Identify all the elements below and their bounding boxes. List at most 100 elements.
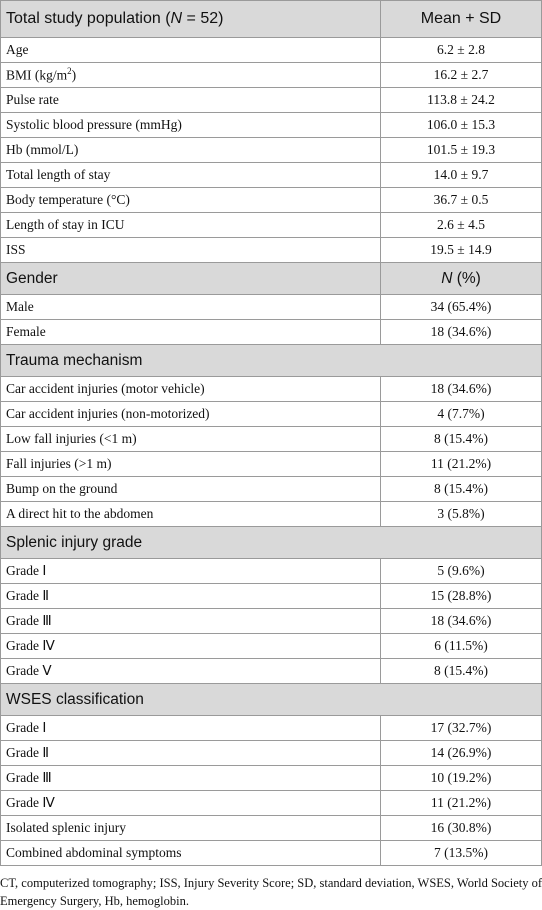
data-row: Length of stay in ICU 2.6 ± 4.5: [0, 212, 542, 238]
label-text: BMI (kg/m: [6, 67, 68, 83]
row-label: Grade Ⅲ: [0, 765, 381, 791]
data-row: ISS 19.5 ± 14.9: [0, 237, 542, 263]
section-title: WSES classification: [0, 683, 542, 716]
row-value: 8 (15.4%): [380, 658, 542, 684]
data-row: Total length of stay 14.0 ± 9.7: [0, 162, 542, 188]
row-label: Body temperature (°C): [0, 187, 381, 213]
column-header: Mean + SD: [380, 0, 542, 38]
row-value: 2.6 ± 4.5: [380, 212, 542, 238]
data-row: Car accident injuries (non-motorized) 4 (…: [0, 401, 542, 427]
data-row: Low fall injuries (<1 m) 8 (15.4%): [0, 426, 542, 452]
row-value: 18 (34.6%): [380, 376, 542, 402]
data-row: Pulse rate 113.8 ± 24.2: [0, 87, 542, 113]
data-row: Grade Ⅱ 15 (28.8%): [0, 583, 542, 609]
row-label: Low fall injuries (<1 m): [0, 426, 381, 452]
row-value: 101.5 ± 19.3: [380, 137, 542, 163]
section-row: Trauma mechanism: [0, 344, 542, 377]
row-value: 14.0 ± 9.7: [380, 162, 542, 188]
row-label: Grade Ⅳ: [0, 790, 381, 816]
row-value: 10 (19.2%): [380, 765, 542, 791]
data-row: Hb (mmol/L) 101.5 ± 19.3: [0, 137, 542, 163]
data-row: Car accident injuries (motor vehicle) 18 …: [0, 376, 542, 402]
data-row: Grade Ⅰ 17 (32.7%): [0, 715, 542, 741]
row-label: Age: [0, 37, 381, 63]
row-label: Car accident injuries (non-motorized): [0, 401, 381, 427]
row-value: 8 (15.4%): [380, 476, 542, 502]
row-label: Grade Ⅲ: [0, 608, 381, 634]
data-row: Grade Ⅲ 18 (34.6%): [0, 608, 542, 634]
data-row: Age 6.2 ± 2.8: [0, 37, 542, 63]
row-label: Grade Ⅰ: [0, 715, 381, 741]
data-row: Isolated splenic injury 16 (30.8%): [0, 815, 542, 841]
data-row: Fall injuries (>1 m) 11 (21.2%): [0, 451, 542, 477]
row-label: Grade Ⅴ: [0, 658, 381, 684]
data-row: Combined abdominal symptoms 7 (13.5%): [0, 840, 542, 866]
row-value: 4 (7.7%): [380, 401, 542, 427]
row-label: BMI (kg/m2): [0, 62, 381, 88]
data-row: Male 34 (65.4%): [0, 294, 542, 320]
row-value: 6.2 ± 2.8: [380, 37, 542, 63]
row-label: Combined abdominal symptoms: [0, 840, 381, 866]
row-label: Car accident injuries (motor vehicle): [0, 376, 381, 402]
row-value: 34 (65.4%): [380, 294, 542, 320]
row-label: Fall injuries (>1 m): [0, 451, 381, 477]
data-row: Grade Ⅲ 10 (19.2%): [0, 765, 542, 791]
section-row: Splenic injury grade: [0, 526, 542, 559]
row-label: Grade Ⅱ: [0, 583, 381, 609]
row-value: 16 (30.8%): [380, 815, 542, 841]
header-text: = 52): [182, 10, 224, 27]
row-label: Total length of stay: [0, 162, 381, 188]
header-row: Total study population (N = 52) Mean + S…: [0, 0, 542, 38]
data-row: Systolic blood pressure (mmHg) 106.0 ± 15…: [0, 112, 542, 138]
row-value: 18 (34.6%): [380, 319, 542, 345]
section-value: N (%): [380, 262, 542, 295]
row-label: Grade Ⅳ: [0, 633, 381, 659]
section-row: Gender N (%): [0, 262, 542, 295]
table-body: Total study population (N = 52) Mean + S…: [0, 0, 542, 866]
row-value: 11 (21.2%): [380, 451, 542, 477]
row-value: 106.0 ± 15.3: [380, 112, 542, 138]
row-label: Bump on the ground: [0, 476, 381, 502]
row-label: A direct hit to the abdomen: [0, 501, 381, 527]
row-value: 8 (15.4%): [380, 426, 542, 452]
section-title: Gender: [0, 262, 381, 295]
row-label: Pulse rate: [0, 87, 381, 113]
data-row: Grade Ⅳ 11 (21.2%): [0, 790, 542, 816]
row-value: 113.8 ± 24.2: [380, 87, 542, 113]
row-label: Hb (mmol/L): [0, 137, 381, 163]
row-value: 18 (34.6%): [380, 608, 542, 634]
section-row: WSES classification: [0, 683, 542, 716]
row-value: 19.5 ± 14.9: [380, 237, 542, 263]
column-header: Total study population (N = 52): [0, 0, 381, 38]
row-value: 15 (28.8%): [380, 583, 542, 609]
row-value: 5 (9.6%): [380, 558, 542, 584]
data-row: Body temperature (°C) 36.7 ± 0.5: [0, 187, 542, 213]
label-text: ): [71, 67, 77, 83]
row-label: Male: [0, 294, 381, 320]
label-superscript: 2: [67, 66, 72, 77]
row-label: Grade Ⅰ: [0, 558, 381, 584]
row-value: 3 (5.8%): [380, 501, 542, 527]
data-table: Total study population (N = 52) Mean + S…: [0, 0, 542, 866]
row-value: 16.2 ± 2.7: [380, 62, 542, 88]
header-text: Total study population (: [6, 10, 171, 27]
row-label: ISS: [0, 237, 381, 263]
section-value-text: (%): [452, 269, 481, 287]
row-value: 14 (26.9%): [380, 740, 542, 766]
section-title: Trauma mechanism: [0, 344, 542, 377]
header-italic: N: [170, 10, 183, 27]
row-label: Length of stay in ICU: [0, 212, 381, 238]
row-value: 11 (21.2%): [380, 790, 542, 816]
row-value: 17 (32.7%): [380, 715, 542, 741]
section-title: Splenic injury grade: [0, 526, 542, 559]
data-row: Grade Ⅱ 14 (26.9%): [0, 740, 542, 766]
row-value: 36.7 ± 0.5: [380, 187, 542, 213]
footnote: CT, computerized tomography; ISS, Injury…: [0, 876, 542, 908]
data-row: Bump on the ground 8 (15.4%): [0, 476, 542, 502]
data-row: A direct hit to the abdomen 3 (5.8%): [0, 501, 542, 527]
row-label: Systolic blood pressure (mmHg): [0, 112, 381, 138]
row-label: Grade Ⅱ: [0, 740, 381, 766]
